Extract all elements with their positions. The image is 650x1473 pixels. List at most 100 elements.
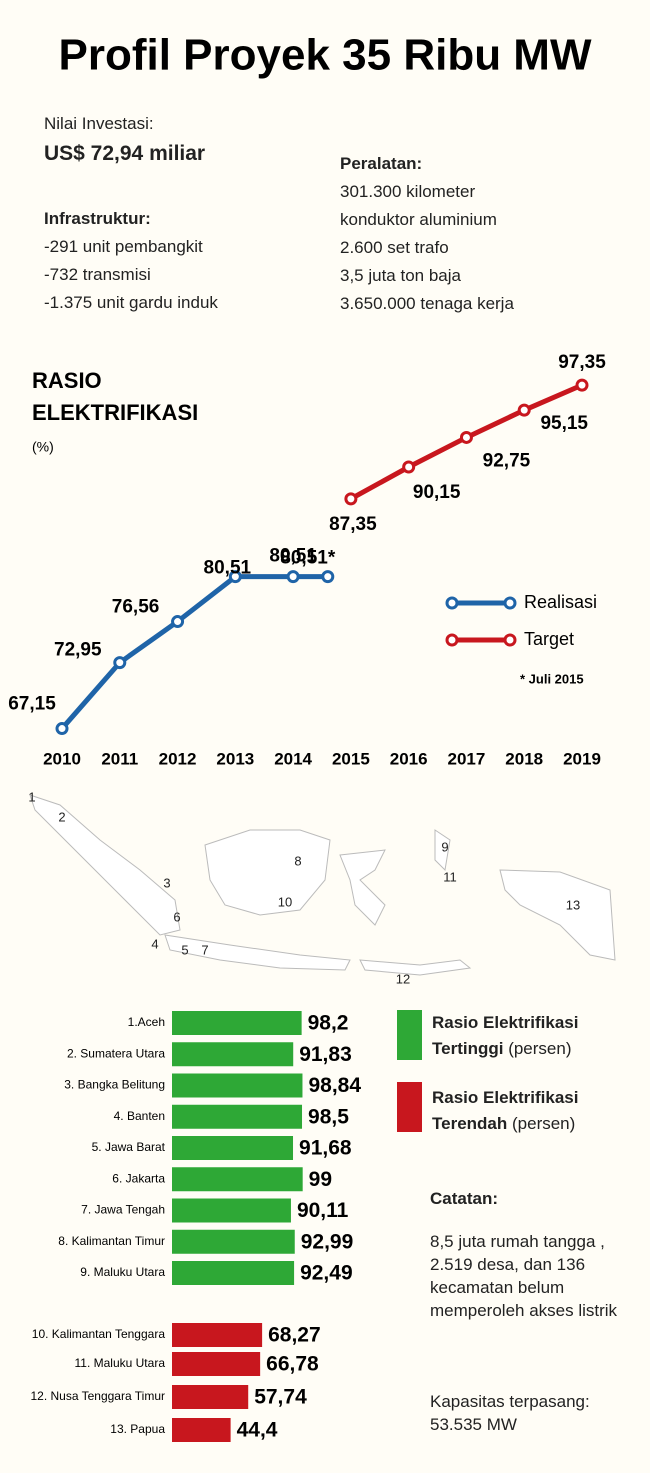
map-label: 4 <box>151 936 158 951</box>
value-label: 80,51* <box>280 548 336 569</box>
point <box>228 570 242 584</box>
point <box>171 615 185 629</box>
value-label: 80,51 <box>204 558 252 579</box>
category-label: 11. Maluku Utara <box>75 1356 166 1370</box>
category-label: 7. Jawa Tengah <box>81 1203 165 1217</box>
map-label: 9 <box>441 839 448 854</box>
chart-subtitle: (%) <box>32 439 54 455</box>
category-label: 12. Nusa Tenggara Timur <box>30 1389 165 1403</box>
value-label: 92,99 <box>301 1230 354 1253</box>
legend-name: Rasio Elektrifikasi Tertinggi <box>432 1013 579 1058</box>
island-sumatra <box>29 794 181 936</box>
value-label: 92,75 <box>483 450 531 471</box>
legend-label: Realisasi <box>524 592 597 612</box>
infrastructure-label: Infrastruktur: <box>44 209 151 228</box>
bar <box>172 1167 303 1192</box>
point <box>286 570 300 584</box>
chart-note: * Juli 2015 <box>520 671 584 686</box>
title: Profil Proyek 35 Ribu MW <box>59 31 592 80</box>
bar <box>172 1011 302 1035</box>
value-label: 68,27 <box>268 1324 321 1347</box>
list-item: 2.600 set trafo <box>340 238 449 257</box>
value-label: 98,2 <box>308 1012 349 1035</box>
value-label: 98,84 <box>308 1074 361 1097</box>
point <box>517 403 531 417</box>
bar <box>172 1229 295 1254</box>
bar <box>172 1418 231 1442</box>
value-label: 91,83 <box>299 1043 352 1066</box>
value-label: 98,5 <box>308 1105 349 1128</box>
bar <box>172 1104 303 1129</box>
map-label: 10 <box>278 894 292 909</box>
equipment-label: Peralatan: <box>340 154 423 173</box>
bar <box>172 1136 294 1160</box>
list-item: 301.300 kilometer <box>340 182 476 201</box>
investment-value: US$ 72,94 miliar <box>44 142 206 165</box>
bar-legend-high: Rasio Elektrifikasi Tertinggi (persen) <box>432 1010 632 1062</box>
bar <box>172 1261 295 1285</box>
category-label: 9. Maluku Utara <box>80 1265 165 1279</box>
map-label: 2 <box>58 809 65 824</box>
island-java <box>164 934 351 971</box>
x-tick-label: 2014 <box>274 749 312 768</box>
bar <box>172 1323 263 1347</box>
category-label: 3. Bangka Belitung <box>64 1078 165 1092</box>
category-label: 13. Papua <box>110 1422 165 1436</box>
x-tick-label: 2019 <box>563 749 601 768</box>
line <box>60 574 328 731</box>
x-tick-label: 2018 <box>505 749 543 768</box>
point <box>113 656 127 670</box>
value-label: 80,51 <box>269 546 317 567</box>
legend-swatch <box>397 1010 422 1060</box>
island-sulawesi <box>339 849 386 926</box>
x-tick-label: 2012 <box>159 749 197 768</box>
legend-marker <box>503 633 517 647</box>
bar <box>172 1042 294 1067</box>
list-item: -732 transmisi <box>44 265 151 284</box>
x-tick-label: 2011 <box>101 749 138 768</box>
island-kalimantan <box>204 829 331 916</box>
map-label: 3 <box>163 875 170 890</box>
map <box>29 794 616 976</box>
category-label: 5. Jawa Barat <box>92 1140 166 1154</box>
value-label: 91,68 <box>299 1137 352 1160</box>
value-label: 44,4 <box>237 1419 278 1442</box>
value-label: 87,35 <box>329 514 377 535</box>
value-label: 95,15 <box>540 413 588 434</box>
map-label: 6 <box>173 909 180 924</box>
value-label: 92,49 <box>300 1262 353 1285</box>
map-label: 5 <box>181 942 188 957</box>
notes-text: 8,5 juta rumah tangga , 2.519 desa, dan … <box>430 1232 618 1320</box>
map-label: 7 <box>201 942 208 957</box>
bar-legend-low: Rasio Elektrifikasi Terendah (persen) <box>432 1085 632 1137</box>
notes-label: Catatan: <box>430 1189 499 1208</box>
point <box>321 570 335 584</box>
equipment-list: 301.300 kilometer konduktor aluminium 2.60… <box>340 178 514 318</box>
point <box>575 378 589 392</box>
bar <box>172 1385 249 1409</box>
legend-label: Target <box>524 629 574 649</box>
island-papua <box>499 869 616 961</box>
island-nusa-tenggara <box>359 959 472 976</box>
chart-title: RASIO ELEKTRIFIKASI <box>32 368 198 425</box>
island-maluku <box>434 829 451 872</box>
map-label: 11 <box>443 869 457 884</box>
value-label: 90,15 <box>413 482 461 503</box>
value-label: 57,74 <box>254 1386 307 1409</box>
map-label: 12 <box>396 971 410 986</box>
category-label: 4. Banten <box>114 1109 165 1123</box>
value-label: 67,15 <box>8 694 56 715</box>
x-tick-label: 2013 <box>216 749 254 768</box>
value-label: 76,56 <box>112 597 160 618</box>
legend-marker <box>503 596 517 610</box>
map-label: 13 <box>566 897 580 912</box>
legend-unit: (persen) <box>512 1114 576 1133</box>
bar <box>172 1073 303 1098</box>
map-label: 1 <box>28 789 35 804</box>
x-tick-label: 2010 <box>43 749 81 768</box>
legend-marker <box>445 596 459 610</box>
value-label: 72,95 <box>54 640 102 661</box>
point <box>344 492 358 506</box>
category-label: 8. Kalimantan Timur <box>58 1234 165 1248</box>
